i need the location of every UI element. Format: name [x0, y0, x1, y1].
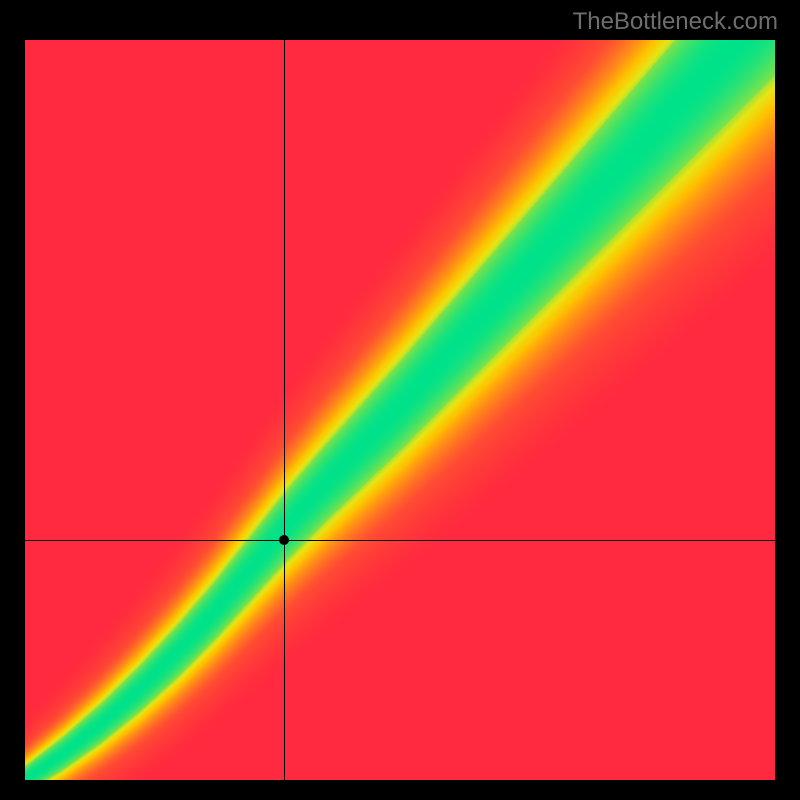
crosshair-horizontal	[25, 540, 775, 541]
root: TheBottleneck.com	[0, 0, 800, 800]
bottleneck-heatmap	[25, 40, 775, 780]
watermark-text: TheBottleneck.com	[573, 8, 778, 36]
data-point-marker	[279, 535, 289, 545]
heatmap-canvas	[25, 40, 775, 780]
crosshair-vertical	[284, 40, 285, 780]
